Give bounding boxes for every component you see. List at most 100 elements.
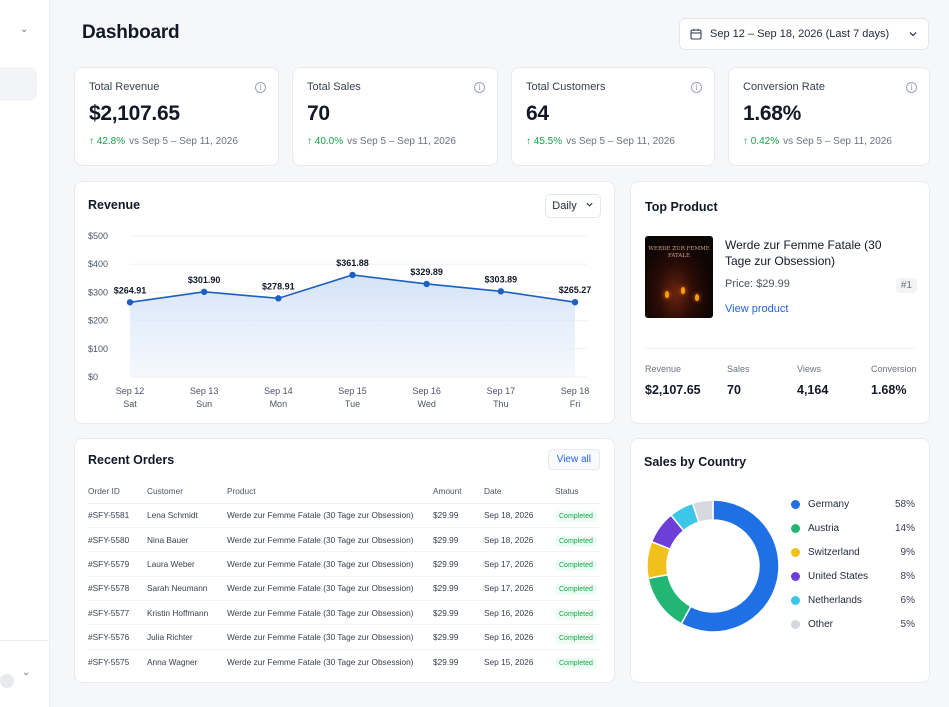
legend-label: Austria [808,523,840,534]
table-cell: Julia Richter [147,624,227,650]
divider [645,348,915,349]
table-cell: Anna Wagner [147,656,198,667]
kpi-title: Conversion Rate [743,81,825,93]
column-header[interactable]: Order ID [88,479,147,504]
sidebar-item-active[interactable] [0,67,37,101]
x-tick-weekday: Sun [196,399,212,409]
legend-item: United States 8% [791,571,915,582]
status-badge: Completed [555,559,597,571]
period-select[interactable]: Daily [545,194,601,218]
product-stat-views: Views 4,164 [797,364,828,397]
table-row[interactable]: #SFY-5580 Nina Bauer Werde zur Femme Fatal… [88,527,600,553]
sales-by-country-card: Sales by Country Germany 58% Austria 14% Swi… [630,438,930,683]
info-icon[interactable]: i [474,82,485,93]
legend-label: Other [808,619,834,630]
calendar-icon [690,28,702,40]
kpi-value: 70 [307,102,330,125]
table-row[interactable]: #SFY-5577 Kristin Hoffmann Werde zur Femme… [88,600,600,626]
chevron-down-icon [585,200,594,212]
y-tick-label: $100 [88,344,108,354]
legend-percent: 14% [894,523,915,534]
table-cell: Sarah Neumann [147,576,227,602]
x-tick-label: Sep 12 [116,386,145,396]
table-row[interactable]: #SFY-5581 Lena Schmidt Werde zur Femme Fat… [88,503,600,528]
column-header[interactable]: Customer [147,479,227,504]
product-image[interactable]: WERDE ZUR FEMME FATALE [645,236,713,318]
sidebar: ⌄ ⌄ [0,0,50,707]
table-cell: Sep 18, 2026 [484,503,555,528]
orders-table: Order ID Customer Product Amount Date St… [88,479,600,674]
data-point [571,298,579,306]
column-header[interactable]: Status [555,479,600,504]
table-row[interactable]: #SFY-5576 Julia Richter Werde zur Femme Fa… [88,624,600,650]
column-header[interactable]: Date [484,479,555,504]
table-cell: $29.99 [433,527,484,553]
table-cell: Sep 17, 2026 [484,576,555,602]
table-cell: Completed [555,624,600,650]
data-label: $265.27 [559,285,592,295]
column-header[interactable]: Product [227,479,433,504]
y-tick-label: $400 [88,259,108,269]
table-row[interactable]: #SFY-5575 Anna Wagner Werde zur Femme Fata… [88,649,600,673]
legend-dot-icon [791,500,800,509]
top-product-title: Top Product [645,200,718,214]
recent-orders-title: Recent Orders [88,453,175,467]
table-cell: Werde zur Femme Fatale (30 Tage zur Obse… [227,624,433,650]
stat-label: Sales [727,364,750,374]
kpi-title: Total Customers [526,81,606,93]
table-row[interactable]: #SFY-5578 Sarah Neumann Werde zur Femme Fa… [88,576,600,602]
table-cell: Completed [555,551,600,577]
date-range-picker[interactable]: Sep 12 – Sep 18, 2026 (Last 7 days) [679,18,929,50]
stat-label: Views [797,364,821,374]
revenue-card: Revenue Daily $0 $100 $200 $300 $400 $500 $264… [74,181,615,424]
stat-label: Revenue [645,364,682,374]
candle-flame-icon [681,287,685,294]
view-all-button[interactable]: View all [547,449,600,470]
kpi-delta: ↑ 45.5% vs Sep 5 – Sep 11, 2026 [526,136,675,147]
kpi-delta: ↑ 42.8% vs Sep 5 – Sep 11, 2026 [89,136,238,147]
chevron-down-icon[interactable]: ⌄ [22,667,31,678]
kpi-delta: ↑ 0.42% vs Sep 5 – Sep 11, 2026 [743,136,892,147]
table-cell: $29.99 [433,656,459,667]
table-cell: Kristin Hoffmann [147,600,227,626]
x-tick-weekday: Tue [345,399,360,409]
view-product-link[interactable]: View product [725,303,789,315]
donut-slice [691,499,714,524]
table-cell: #SFY-5575 [88,656,130,667]
candle-flame-icon [665,291,669,298]
kpi-card-total-revenue: Total Revenue i $2,107.65 ↑ 42.8% vs Sep … [74,67,279,166]
legend-item: Netherlands 6% [791,595,915,606]
data-point [349,271,356,279]
table-cell: Werde zur Femme Fatale (30 Tage zur Obse… [227,527,433,553]
info-icon[interactable]: i [255,82,266,93]
column-header[interactable]: Amount [433,479,484,504]
table-cell: Laura Weber [147,551,227,577]
legend-percent: 8% [900,571,915,582]
revenue-title: Revenue [88,198,141,212]
x-tick-weekday: Fri [570,399,581,409]
donut-slice [680,499,780,633]
info-icon[interactable]: i [906,82,917,93]
y-tick-label: $0 [88,372,98,382]
table-row[interactable]: #SFY-5579 Laura Weber Werde zur Femme Fata… [88,551,600,577]
data-point [497,288,505,295]
table-cell: Completed [555,527,600,553]
kpi-value: 64 [526,102,549,125]
legend-percent: 58% [894,499,915,510]
legend-dot-icon [791,572,800,581]
chevron-down-icon[interactable]: ⌄ [20,24,29,35]
info-icon[interactable]: i [691,82,702,93]
avatar[interactable] [0,674,14,688]
data-point [275,295,282,302]
legend-dot-icon [791,596,800,605]
page-title: Dashboard [82,22,180,43]
stat-value: $2,107.65 [645,383,701,397]
x-tick-weekday: Wed [417,399,435,409]
date-range-label: Sep 12 – Sep 18, 2026 (Last 7 days) [710,28,890,40]
kpi-card-total-sales: Total Sales i 70 ↑ 40.0% vs Sep 5 – Sep 1… [292,67,498,166]
x-tick-label: Sep 17 [487,386,516,396]
donut-slice [647,573,692,625]
x-tick-label: Sep 16 [412,386,441,396]
kpi-title: Total Sales [307,81,361,93]
data-label: $361.88 [336,258,369,268]
